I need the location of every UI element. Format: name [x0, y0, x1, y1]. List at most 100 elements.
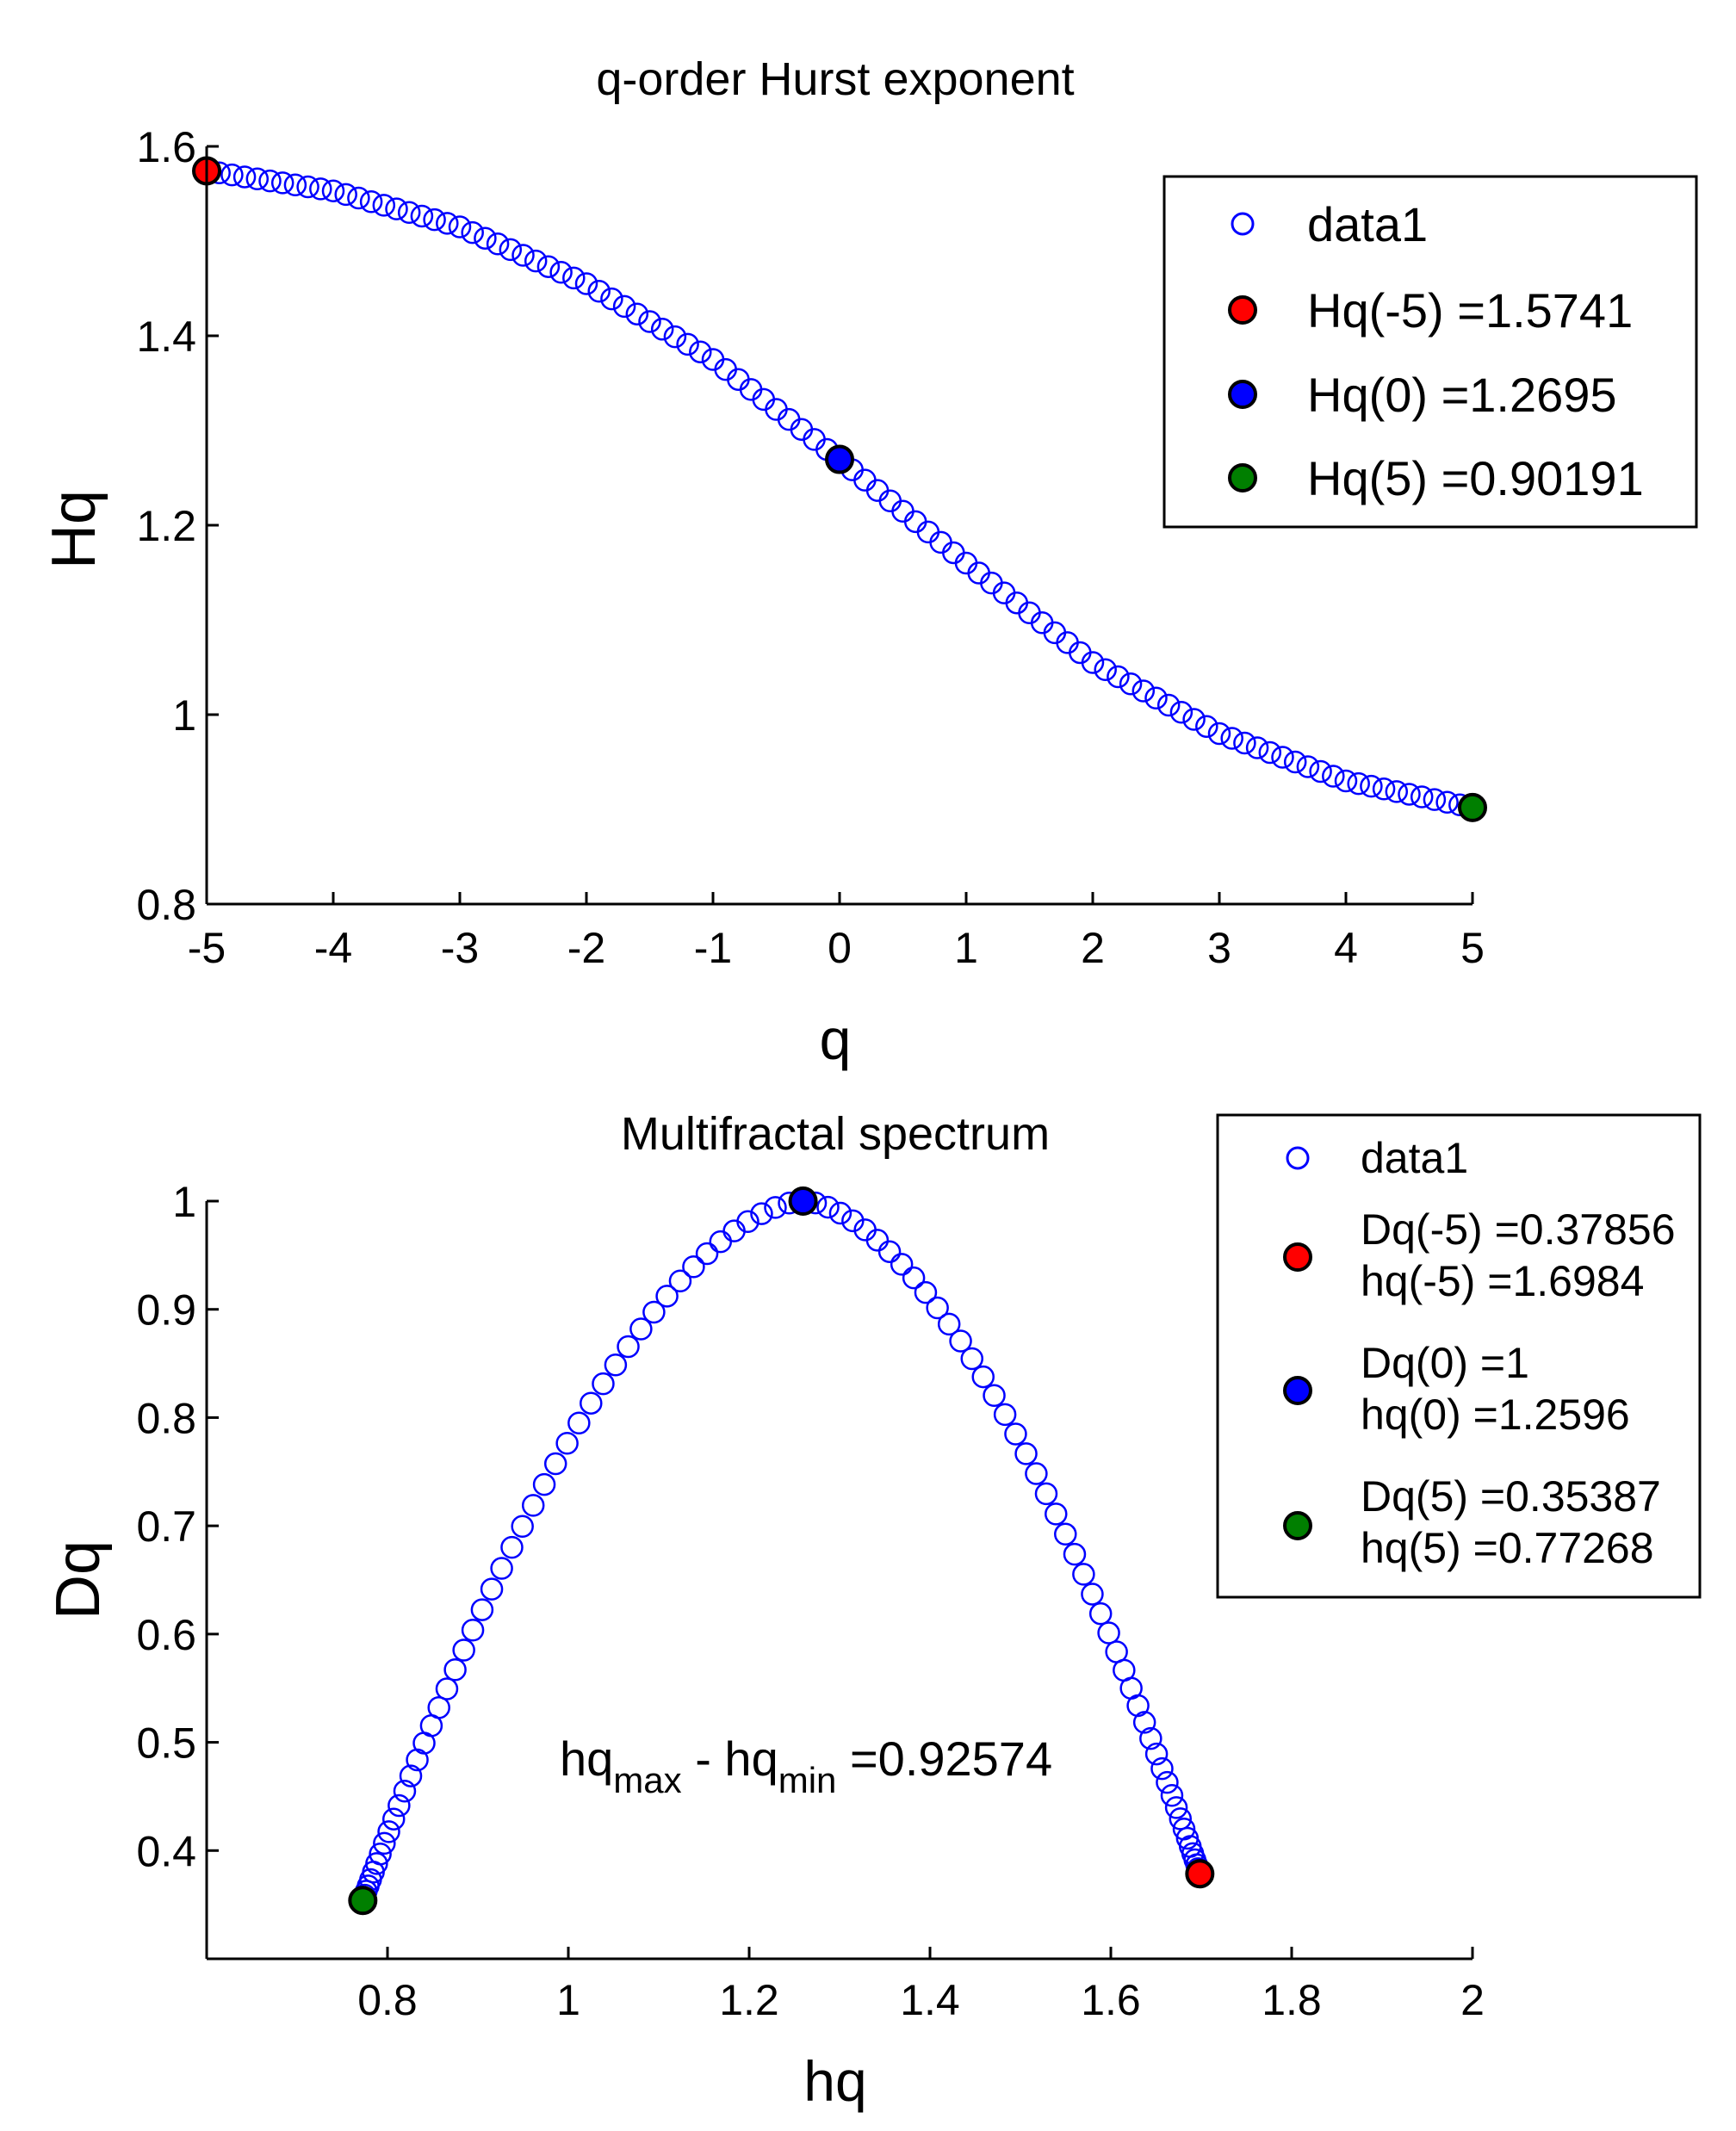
- plot1-data-point: [486, 232, 510, 256]
- plot2-data-point: [567, 1411, 591, 1434]
- plot1-data-point: [600, 287, 623, 311]
- plot2-y-ticks: 0.4 0.5 0.6 0.7 0.8 0.9 1: [136, 1178, 219, 1875]
- plot2-data1-series: [351, 1189, 1212, 1912]
- plot2-data-point: [1139, 1726, 1162, 1750]
- legend-marker-hq-neg5: [1228, 295, 1257, 325]
- plot2-x-tick-label: 1.2: [719, 1976, 779, 2024]
- plot1-data-point: [574, 272, 598, 295]
- plot2-data-point: [960, 1347, 984, 1371]
- plot2-data-point: [877, 1240, 902, 1263]
- hurst-exponent-plot: q-order Hurst exponent -5 -4 -3 -2 -1 0 1 2 3 4 5 …: [40, 53, 1698, 1071]
- legend2-entry-hq-0: hq(0) =1.2596: [1361, 1391, 1630, 1439]
- plot2-data-point: [993, 1403, 1017, 1427]
- plot2-highlight-point: [348, 1886, 378, 1916]
- plot2-data-point: [381, 1807, 406, 1831]
- plot2-data-point: [1025, 1462, 1048, 1485]
- plot1-data-point: [1132, 679, 1156, 703]
- plot1-data-point: [448, 215, 472, 238]
- legend-entry-hq-neg5: Hq(-5) =1.5741: [1307, 283, 1633, 338]
- legend-entry-hq-5: Hq(5) =0.90191: [1307, 451, 1644, 505]
- plot1-data-point: [397, 201, 421, 225]
- legend-marker-hq-0: [1228, 380, 1257, 409]
- plot2-data-point: [461, 1618, 485, 1642]
- plot2-data-point: [902, 1266, 926, 1290]
- plot1-data-point: [1156, 693, 1181, 717]
- plot2-data-point: [365, 1852, 388, 1875]
- plot1-x-ticks: -5 -4 -3 -2 -1 0 1 2 3 4 5: [188, 892, 1485, 972]
- plot2-data-point: [1088, 1601, 1113, 1626]
- plot1-data-point: [1360, 774, 1383, 798]
- plot1-data-point: [334, 183, 357, 207]
- plot1-data-point: [1309, 759, 1332, 784]
- plot1-highlight-points: [192, 156, 1487, 822]
- plot2-data-point: [1097, 1621, 1120, 1645]
- plot1-data-point: [1296, 755, 1320, 778]
- plot2-data-point: [555, 1431, 579, 1455]
- plot2-y-tick-label: 0.7: [136, 1502, 196, 1551]
- plot2-y-tick-label: 0.4: [136, 1827, 196, 1875]
- plot2-y-tick-label: 0.5: [136, 1719, 196, 1768]
- plot1-data-point: [499, 238, 523, 262]
- plot1-data-point: [1435, 790, 1459, 814]
- plot1-x-tick-label: 3: [1207, 924, 1231, 972]
- plot1-highlight-point: [825, 444, 854, 474]
- plot2-x-ticks: 0.8 1 1.2 1.4 1.6 1.8 2: [357, 1947, 1485, 2024]
- plot2-data-point: [926, 1296, 949, 1320]
- plot1-legend: data1 Hq(-5) =1.5741 Hq(0) =1.2695 Hq(5)…: [1162, 175, 1698, 529]
- plot2-data-point: [971, 1365, 995, 1389]
- plot1-data-point: [474, 226, 497, 250]
- plot1-data-point: [562, 266, 586, 290]
- plot2-data-point: [736, 1210, 760, 1234]
- plot1-data-point: [1107, 665, 1130, 689]
- plot2-data-point: [373, 1831, 396, 1855]
- plot2-data-point: [949, 1329, 972, 1353]
- plot1-data-point: [1334, 769, 1358, 793]
- plot1-data-point: [612, 294, 636, 319]
- plot1-x-tick-label: 0: [828, 924, 852, 972]
- plot2-data-point: [393, 1780, 417, 1803]
- plot2-data-point: [841, 1209, 865, 1233]
- legend2-entry-hq-neg5: hq(-5) =1.6984: [1361, 1257, 1644, 1305]
- plot2-data-point: [655, 1285, 679, 1308]
- plot1-data-point: [1258, 740, 1282, 765]
- plot2-x-tick-label: 1: [556, 1976, 580, 2024]
- plot1-y-label: Hq: [40, 490, 108, 569]
- plot1-data-point: [512, 244, 535, 267]
- plot1-x-tick-label: -3: [441, 924, 479, 972]
- plot1-y-tick-label: 1.6: [136, 123, 196, 171]
- plot2-data-point: [543, 1452, 567, 1476]
- plot1-data-point: [1245, 736, 1269, 759]
- plot1-x-tick-label: -2: [567, 924, 605, 972]
- plot2-data-point: [604, 1353, 628, 1377]
- plot1-data-point: [347, 186, 370, 210]
- legend2-marker-data1: [1286, 1146, 1310, 1170]
- plot2-data-point: [1126, 1694, 1150, 1718]
- plot2-data-point: [388, 1793, 411, 1818]
- plot2-data-point: [369, 1842, 392, 1866]
- plot1-data-point: [372, 194, 396, 217]
- plot2-data-point: [427, 1695, 450, 1719]
- plot2-legend: data1 Dq(-5) =0.37856 hq(-5) =1.6984 Dq(…: [1216, 1113, 1702, 1599]
- plot1-data-point: [625, 302, 649, 325]
- legend-marker-data1: [1231, 212, 1255, 236]
- plot1-x-tick-label: 2: [1081, 924, 1105, 972]
- plot2-data-point: [435, 1677, 459, 1700]
- plot2-data-point: [937, 1312, 961, 1336]
- plot2-x-tick-label: 2: [1460, 1976, 1485, 2024]
- plot2-data-point: [1004, 1422, 1027, 1446]
- plot1-data-point: [891, 499, 914, 523]
- plot1-data-point: [1410, 785, 1434, 808]
- plot2-x-tick-label: 0.8: [357, 1976, 418, 2024]
- plot2-data-point: [617, 1335, 640, 1359]
- plot1-y-ticks: 0.8 1 1.2 1.4 1.6: [136, 123, 219, 929]
- plot1-data-point: [524, 249, 548, 273]
- legend2-marker-dq-neg5: [1283, 1242, 1312, 1272]
- plot1-data-point: [385, 197, 408, 220]
- plot1-highlight-point: [1458, 792, 1487, 822]
- plot1-x-tick-label: 1: [954, 924, 978, 972]
- plot2-axes: [205, 1201, 1472, 1961]
- plot2-data-point: [511, 1515, 534, 1539]
- plot1-data-point: [1094, 658, 1117, 681]
- plot2-data-point: [1034, 1482, 1058, 1506]
